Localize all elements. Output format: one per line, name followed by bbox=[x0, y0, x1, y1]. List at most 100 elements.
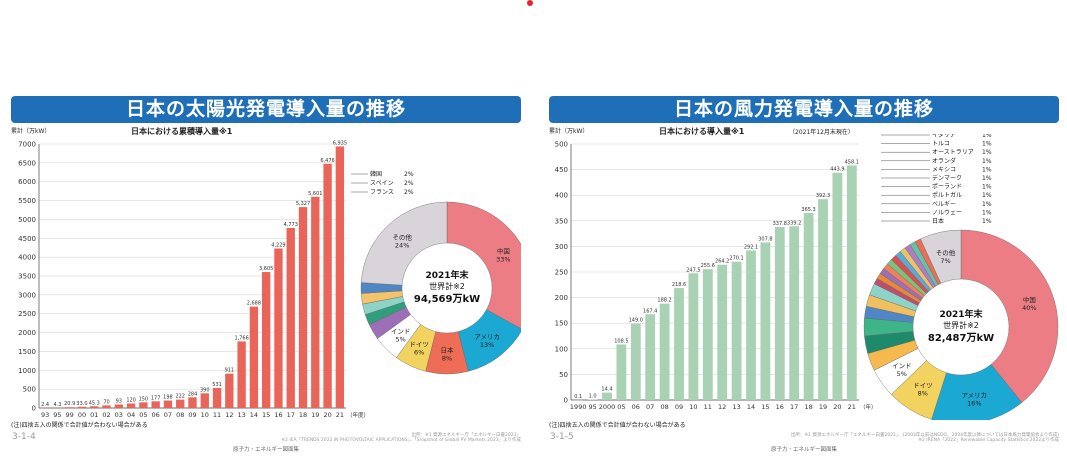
wind-value-label: 292.1 bbox=[744, 244, 758, 250]
solar-value-label: 4,773 bbox=[284, 222, 298, 228]
solar-pie-center-label: 世界計※2 bbox=[429, 281, 465, 291]
solar-y-tick-label: 500 bbox=[23, 386, 36, 394]
solar-value-label: 5,327 bbox=[296, 201, 310, 207]
wind-x-tick-label: 18 bbox=[804, 403, 812, 411]
wind-value-label: 339.2 bbox=[787, 220, 801, 226]
solar-callout-pct: 2% bbox=[404, 189, 414, 196]
solar-value-label: 2.4 bbox=[41, 402, 49, 408]
solar-pie-pct: 5% bbox=[396, 335, 406, 343]
wind-value-label: 188.2 bbox=[657, 298, 671, 304]
wind-y-tick-label: 450 bbox=[555, 166, 568, 174]
solar-x-tick-label: 06 bbox=[152, 411, 160, 419]
wind-y-tick-label: 500 bbox=[555, 141, 568, 149]
wind-x-tick-label: 19 bbox=[819, 403, 827, 411]
wind-banner-title: 日本の風力発電導入量の推移 bbox=[549, 96, 1059, 123]
solar-pie-label: 中国 bbox=[497, 247, 510, 256]
solar-pie-pct: 8% bbox=[442, 355, 452, 363]
wind-bar bbox=[616, 344, 627, 400]
solar-pie-label: ドイツ bbox=[409, 340, 429, 348]
solar-x-tick-label: 04 bbox=[127, 411, 135, 419]
wind-bar bbox=[702, 269, 713, 400]
wind-bar bbox=[731, 261, 742, 400]
solar-bar bbox=[151, 401, 160, 408]
solar-value-label: 6,476 bbox=[320, 158, 334, 164]
solar-bar bbox=[139, 402, 148, 408]
solar-value-label: 93 bbox=[116, 398, 122, 404]
solar-x-tick-label: 12 bbox=[225, 411, 233, 419]
wind-callout-pct: 1% bbox=[982, 175, 992, 182]
solar-y-tick-label: 3500 bbox=[18, 273, 36, 281]
solar-value-label: 45.3 bbox=[89, 400, 100, 406]
wind-value-label: 108.5 bbox=[614, 338, 628, 344]
wind-x-tick-label: 20 bbox=[833, 403, 841, 411]
solar-value-label: 5,601 bbox=[308, 191, 322, 197]
solar-callout-pct: 2% bbox=[404, 171, 414, 178]
wind-pie-pct: 8% bbox=[918, 390, 928, 398]
wind-publisher: 原子力・エネルギー図面集 bbox=[771, 447, 838, 453]
red-dot-marker bbox=[527, 0, 533, 6]
solar-panel: 日本の太陽光発電導入量の推移 累計（万kW） 日本における累積導入量※1 0 50… bbox=[11, 96, 521, 456]
wind-x-tick-label: 10 bbox=[689, 403, 697, 411]
solar-bar bbox=[298, 207, 308, 408]
wind-callout-pct: 1% bbox=[982, 158, 992, 165]
wind-callout-pct: 1% bbox=[982, 149, 992, 156]
wind-pie-label: アメリカ bbox=[961, 391, 987, 399]
solar-y-tick-label: 7000 bbox=[18, 141, 36, 149]
solar-publisher: 原子力・エネルギー図面集 bbox=[233, 447, 300, 453]
wind-pie-center-label: 世界計※2 bbox=[943, 320, 979, 330]
solar-pie-pct: 33% bbox=[496, 256, 510, 264]
wind-value-label: 264.2 bbox=[715, 259, 729, 265]
wind-x-tick-label: 17 bbox=[790, 403, 798, 411]
solar-bar bbox=[114, 404, 123, 408]
solar-value-label: 120 bbox=[126, 397, 136, 403]
wind-pie-pct: 5% bbox=[897, 370, 907, 378]
wind-source-2: ※2 IRENA「2022」Renewable Capacity Statist… bbox=[918, 438, 1059, 443]
solar-y-tick-label: 0 bbox=[32, 405, 36, 413]
wind-source-1: 出所：※1 資源エネルギー庁「エネルギー白書2021」、(2003年以前はNED… bbox=[790, 433, 1059, 438]
wind-value-label: 270.1 bbox=[729, 256, 743, 262]
wind-y-tick-label: 350 bbox=[555, 217, 568, 225]
wind-panel: 日本の風力発電導入量の推移 累計（万kW） 日本における導入量※1 （2021年… bbox=[549, 96, 1059, 456]
solar-value-label: 2,688 bbox=[247, 301, 261, 307]
wind-value-label: 0.1 bbox=[574, 394, 582, 400]
wind-bar bbox=[746, 250, 756, 400]
solar-bar bbox=[126, 403, 136, 408]
wind-y-tick-label: 0 bbox=[564, 397, 568, 405]
solar-value-label: 911 bbox=[225, 368, 235, 374]
wind-value-label: 443.9 bbox=[830, 167, 844, 173]
wind-value-label: 337.8 bbox=[773, 221, 787, 227]
wind-pie-slice bbox=[960, 229, 1059, 403]
solar-pie-slice bbox=[360, 201, 448, 286]
solar-note: (注)四捨五入の関係で合計値が合わない場合がある bbox=[11, 422, 148, 429]
wind-x-tick-label: 95 bbox=[588, 403, 596, 411]
wind-callout-pct: 1% bbox=[982, 166, 992, 173]
wind-callout-pct: 1% bbox=[982, 141, 992, 148]
solar-y-tick-label: 5000 bbox=[18, 216, 36, 224]
solar-x-tick-label: 93 bbox=[41, 411, 49, 419]
solar-pie-label: インド bbox=[391, 327, 411, 335]
solar-pie-center-total: 94,569万kW bbox=[414, 293, 480, 305]
wind-x-tick-label: 05 bbox=[617, 403, 625, 411]
solar-bar bbox=[200, 393, 209, 408]
solar-source-1: 出所：※1 資源エネルギー庁「エネルギー白書2023」 bbox=[411, 433, 521, 438]
solar-source-2: ※2 IEA「TRENDS 2022 IN PHOTOVOLTAIC APPLI… bbox=[281, 438, 521, 443]
solar-value-label: 198 bbox=[163, 395, 173, 401]
wind-y-unit: 累計（万kW） bbox=[549, 128, 589, 135]
wind-value-label: 218.6 bbox=[672, 282, 686, 288]
wind-value-label: 1.0 bbox=[589, 393, 597, 399]
solar-x-tick-label: 13 bbox=[237, 411, 245, 419]
wind-value-label: 458.1 bbox=[845, 159, 859, 165]
wind-y-tick-label: 150 bbox=[555, 320, 568, 328]
solar-y-tick-label: 3000 bbox=[18, 291, 36, 299]
wind-x-tick-label: 12 bbox=[718, 403, 726, 411]
solar-value-label: 390 bbox=[200, 387, 210, 393]
solar-y-tick-label: 5500 bbox=[18, 197, 36, 205]
solar-bar bbox=[249, 306, 259, 408]
solar-y-tick-label: 4500 bbox=[18, 235, 36, 243]
solar-x-tick-label: 18 bbox=[299, 411, 307, 419]
solar-x-tick-label: 17 bbox=[287, 411, 295, 419]
solar-pie-pct: 13% bbox=[480, 341, 494, 349]
solar-value-label: 3,605 bbox=[259, 266, 273, 272]
solar-bar bbox=[262, 272, 271, 408]
wind-bar bbox=[832, 172, 843, 400]
